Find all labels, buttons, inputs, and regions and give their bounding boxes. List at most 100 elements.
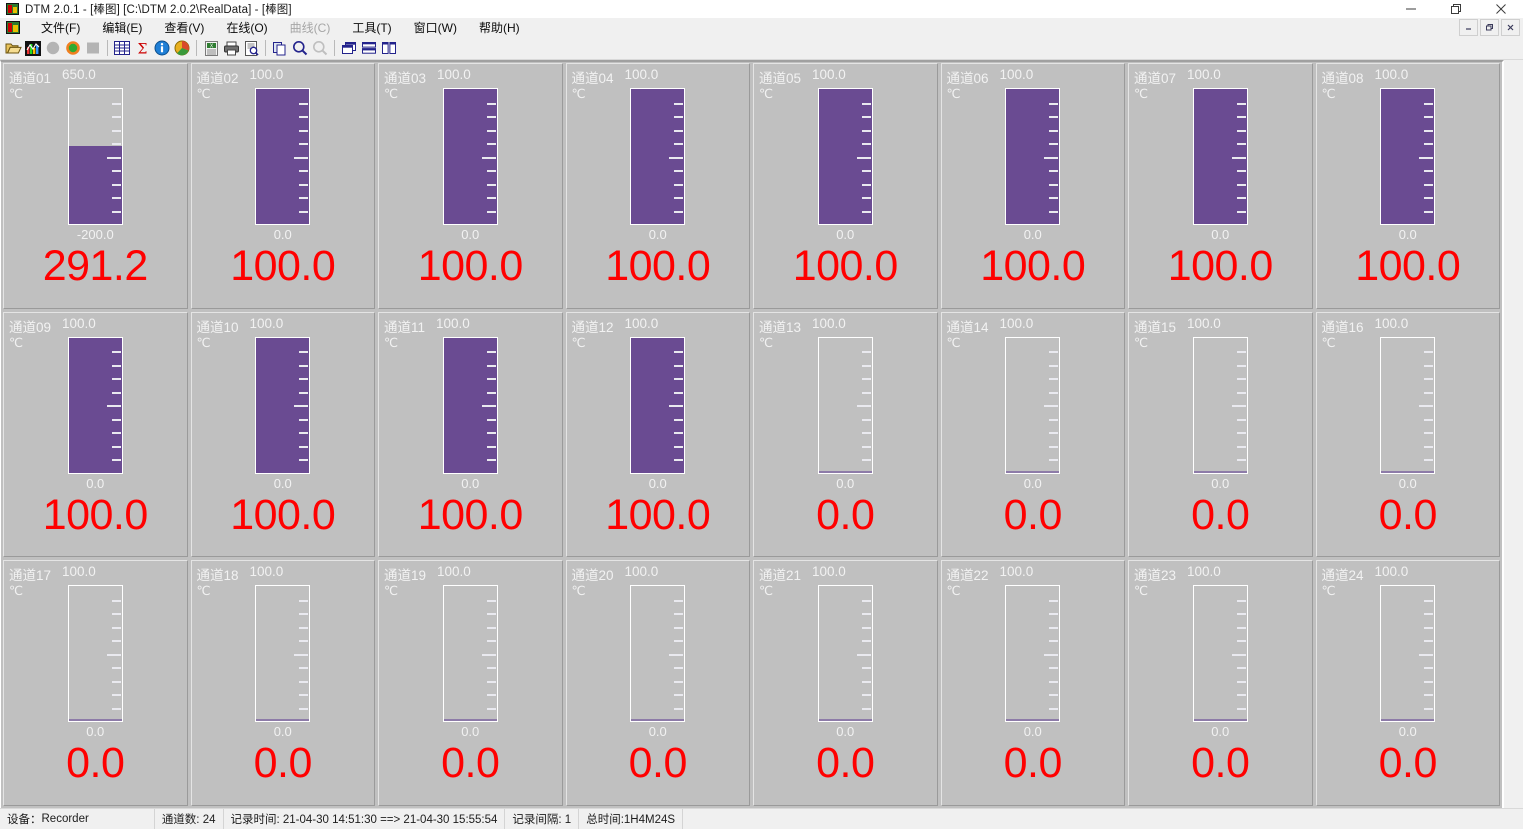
channel-header: 通道01 650.0 (9, 67, 183, 87)
gauge-tick (1236, 667, 1246, 670)
mdi-restore-button[interactable] (1480, 19, 1499, 36)
sigma-icon[interactable]: Σ (132, 38, 152, 58)
channel-panel[interactable]: 通道16 100.0 ℃ 0.0 0.0 (1315, 311, 1500, 558)
channel-name: 通道16 (1321, 319, 1364, 335)
mdi-document-icon[interactable] (6, 21, 20, 34)
channel-panel[interactable]: 通道23 100.0 ℃ 0.0 0.0 (1128, 560, 1313, 806)
channel-panel[interactable]: 通道12 100.0 ℃ 0.0 100.0 (565, 311, 750, 558)
channel-panel[interactable]: 通道08 100.0 ℃ 0.0 100.0 (1315, 63, 1500, 309)
gauge-tick (299, 183, 309, 186)
bar-gauge (1380, 88, 1436, 225)
mdi-minimize-button[interactable] (1459, 19, 1478, 36)
menu-edit[interactable]: 编辑(E) (102, 21, 143, 35)
channel-panel[interactable]: 通道20 100.0 ℃ 0.0 0.0 (565, 560, 750, 806)
channel-panel[interactable]: 通道04 100.0 ℃ 0.0 100.0 (565, 63, 750, 309)
table-icon[interactable] (112, 38, 132, 58)
gauge-tick (674, 626, 684, 629)
channel-name: 通道18 (196, 568, 239, 584)
channel-unit: ℃ (759, 87, 774, 101)
channel-panel[interactable]: 通道01 650.0 ℃ -200.0 291.2 (3, 63, 188, 309)
close-button[interactable] (1478, 0, 1523, 18)
channel-panel[interactable]: 通道10 100.0 ℃ 0.0 100.0 (190, 311, 375, 558)
print-preview-icon[interactable] (241, 38, 261, 58)
channel-header: 通道22 100.0 (947, 564, 1121, 584)
gauge-tick (861, 364, 871, 367)
gauge-ticks (1418, 89, 1434, 224)
channel-scale-min: 0.0 (1211, 475, 1230, 491)
gauge-tick (1049, 391, 1059, 394)
gauge-container: 0.0 100.0 (192, 88, 375, 288)
gauge-tick (1236, 210, 1246, 213)
channel-panel[interactable]: 通道11 100.0 ℃ 0.0 100.0 (378, 311, 563, 558)
gauge-tick (1424, 694, 1434, 697)
menu-online[interactable]: 在线(O) (226, 21, 268, 35)
channel-panel[interactable]: 通道02 100.0 ℃ 0.0 100.0 (190, 63, 375, 309)
title-bar: DTM 2.0.1 - [棒图] [C:\DTM 2.0.2\RealData]… (0, 0, 1523, 18)
pie-chart-icon[interactable] (172, 38, 192, 58)
copy-icon[interactable] (270, 38, 290, 58)
maximize-button[interactable] (1433, 0, 1478, 18)
gauge-tick (1236, 459, 1246, 462)
cascade-windows-icon[interactable] (339, 38, 359, 58)
gauge-ticks (481, 586, 497, 721)
channel-panel[interactable]: 通道24 100.0 ℃ 0.0 0.0 (1315, 560, 1500, 806)
channel-unit: ℃ (384, 87, 399, 101)
menu-view[interactable]: 查看(V) (164, 21, 205, 35)
channel-value: 0.0 (1378, 490, 1438, 539)
bar-gauge (1005, 585, 1061, 723)
gauge-tick (1049, 694, 1059, 697)
channel-panel[interactable]: 通道03 100.0 ℃ 0.0 100.0 (378, 63, 563, 309)
zoom-in-icon[interactable] (290, 38, 310, 58)
mdi-close-button[interactable] (1501, 19, 1520, 36)
channel-panel[interactable]: 通道06 100.0 ℃ 0.0 100.0 (940, 63, 1125, 309)
export-excel-icon[interactable]: X (201, 38, 221, 58)
channel-name: 通道07 (1134, 71, 1177, 86)
gauge-tick (674, 667, 684, 670)
gauge-tick (861, 694, 871, 697)
minimize-button[interactable] (1388, 0, 1433, 18)
gauge-tick (486, 613, 496, 616)
channel-panel[interactable]: 通道07 100.0 ℃ 0.0 100.0 (1128, 63, 1313, 309)
print-icon[interactable] (221, 38, 241, 58)
channel-panel[interactable]: 通道19 100.0 ℃ 0.0 0.0 (378, 560, 563, 806)
gauge-tick (1236, 351, 1246, 354)
channel-name: 通道22 (946, 568, 989, 584)
channel-panel[interactable]: 通道15 100.0 ℃ 0.0 0.0 (1128, 311, 1313, 558)
tile-vertical-icon[interactable] (379, 38, 399, 58)
channel-name: 通道08 (1321, 71, 1364, 86)
channel-panel[interactable]: 通道05 100.0 ℃ 0.0 100.0 (753, 63, 938, 309)
menu-help[interactable]: 帮助(H) (478, 21, 520, 35)
record-icon[interactable] (63, 38, 83, 58)
channel-name: 通道23 (1134, 568, 1177, 584)
gauge-tick (111, 599, 121, 602)
channel-scale-min: 0.0 (836, 227, 855, 242)
chart-icon[interactable] (23, 38, 43, 58)
gauge-tick (1424, 626, 1434, 629)
channel-panel[interactable]: 通道09 100.0 ℃ 0.0 100.0 (3, 311, 188, 558)
channel-header: 通道09 100.0 (9, 316, 183, 336)
gauge-tick (856, 156, 871, 159)
channel-panel[interactable]: 通道21 100.0 ℃ 0.0 0.0 (753, 560, 938, 806)
open-folder-icon[interactable] (3, 38, 23, 58)
menu-file[interactable]: 文件(F) (41, 21, 81, 35)
menu-tools[interactable]: 工具(T) (352, 21, 392, 35)
channel-panel[interactable]: 通道13 100.0 ℃ 0.0 0.0 (753, 311, 938, 558)
channel-panel[interactable]: 通道18 100.0 ℃ 0.0 0.0 (190, 560, 375, 806)
gauge-tick (299, 680, 309, 683)
gauge-tick (111, 116, 121, 118)
channel-unit: ℃ (946, 335, 961, 350)
gauge-container: 0.0 100.0 (754, 88, 937, 288)
channel-panel[interactable]: 通道17 100.0 ℃ 0.0 0.0 (3, 560, 188, 806)
menu-window[interactable]: 窗口(W) (413, 21, 457, 35)
tile-horizontal-icon[interactable] (359, 38, 379, 58)
channel-unit: ℃ (571, 335, 586, 350)
bar-gauge (442, 336, 498, 474)
channel-value: 100.0 (42, 490, 149, 539)
channel-panel[interactable]: 通道14 100.0 ℃ 0.0 0.0 (940, 311, 1125, 558)
info-icon[interactable] (152, 38, 172, 58)
gauge-tick (1044, 156, 1059, 159)
bar-gauge (1380, 336, 1436, 474)
channel-panel[interactable]: 通道22 100.0 ℃ 0.0 0.0 (940, 560, 1125, 806)
gauge-tick (856, 653, 871, 656)
